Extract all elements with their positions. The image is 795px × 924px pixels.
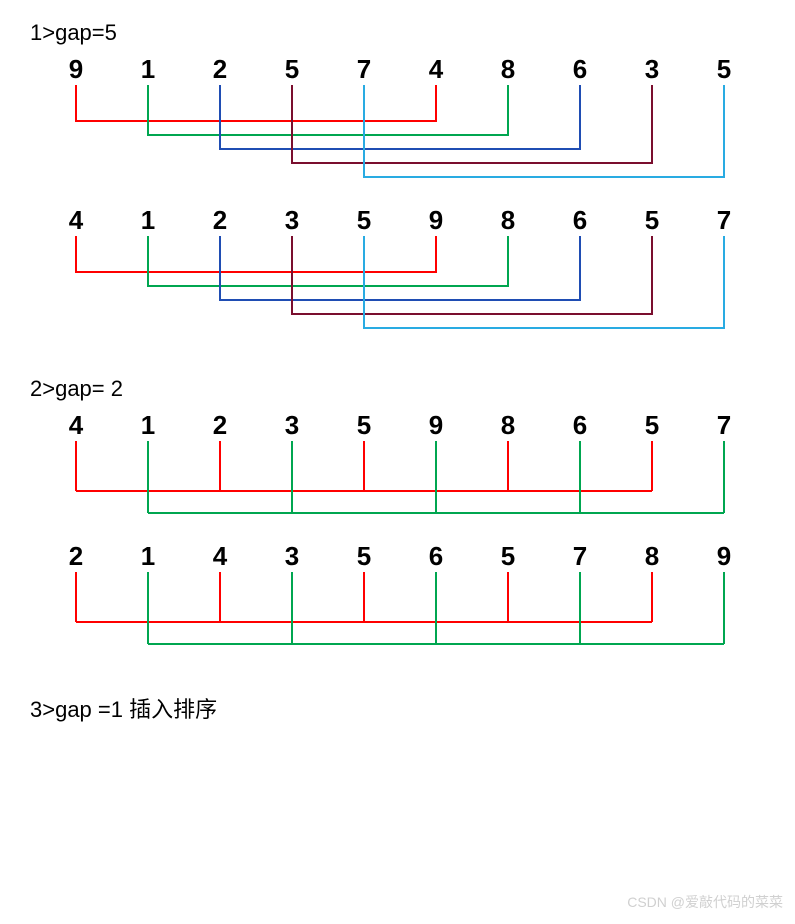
array-value: 5 — [616, 410, 688, 441]
array-value: 7 — [688, 205, 760, 236]
number-row: 2143565789 — [40, 541, 775, 572]
array-value: 1 — [112, 54, 184, 85]
array-value: 2 — [184, 54, 256, 85]
array-value: 8 — [472, 205, 544, 236]
array-value: 1 — [112, 205, 184, 236]
array-value: 9 — [688, 541, 760, 572]
array-value: 6 — [400, 541, 472, 572]
array-value: 2 — [40, 541, 112, 572]
array-value: 6 — [544, 54, 616, 85]
number-row: 4123598657 — [40, 205, 775, 236]
array-value: 4 — [40, 410, 112, 441]
number-row: 4123598657 — [40, 410, 775, 441]
array-value: 1 — [112, 541, 184, 572]
array-value: 7 — [544, 541, 616, 572]
array-value: 8 — [472, 410, 544, 441]
array-value: 7 — [328, 54, 400, 85]
array-value: 5 — [328, 410, 400, 441]
array-value: 6 — [544, 410, 616, 441]
row-container: 4123598657 — [40, 205, 775, 346]
row-container: 2143565789 — [40, 541, 775, 662]
array-value: 4 — [400, 54, 472, 85]
array-value: 6 — [544, 205, 616, 236]
array-value: 8 — [472, 54, 544, 85]
array-value: 1 — [112, 410, 184, 441]
array-value: 5 — [472, 541, 544, 572]
array-value: 3 — [256, 541, 328, 572]
diagram-root: 1>gap=5912574863541235986572>gap= 241235… — [20, 20, 775, 724]
array-value: 9 — [400, 205, 472, 236]
array-value: 9 — [400, 410, 472, 441]
array-value: 5 — [328, 541, 400, 572]
row-container: 9125748635 — [40, 54, 775, 195]
array-value: 7 — [688, 410, 760, 441]
bracket-svg — [40, 572, 780, 662]
row-container: 4123598657 — [40, 410, 775, 531]
array-value: 3 — [256, 205, 328, 236]
array-value: 5 — [616, 205, 688, 236]
bracket-svg — [40, 441, 780, 531]
array-value: 4 — [40, 205, 112, 236]
array-value: 2 — [184, 205, 256, 236]
array-value: 5 — [688, 54, 760, 85]
number-row: 9125748635 — [40, 54, 775, 85]
watermark: CSDN @爱敲代码的菜菜 — [627, 892, 783, 912]
array-value: 8 — [616, 541, 688, 572]
array-value: 2 — [184, 410, 256, 441]
bracket-svg — [40, 85, 780, 195]
array-value: 5 — [328, 205, 400, 236]
array-value: 5 — [256, 54, 328, 85]
array-value: 4 — [184, 541, 256, 572]
array-value: 9 — [40, 54, 112, 85]
array-value: 3 — [616, 54, 688, 85]
section-label: 3>gap =1 插入排序 — [30, 692, 775, 724]
section-label: 1>gap=5 — [30, 20, 775, 46]
array-value: 3 — [256, 410, 328, 441]
bracket-svg — [40, 236, 780, 346]
section-label: 2>gap= 2 — [30, 376, 775, 402]
